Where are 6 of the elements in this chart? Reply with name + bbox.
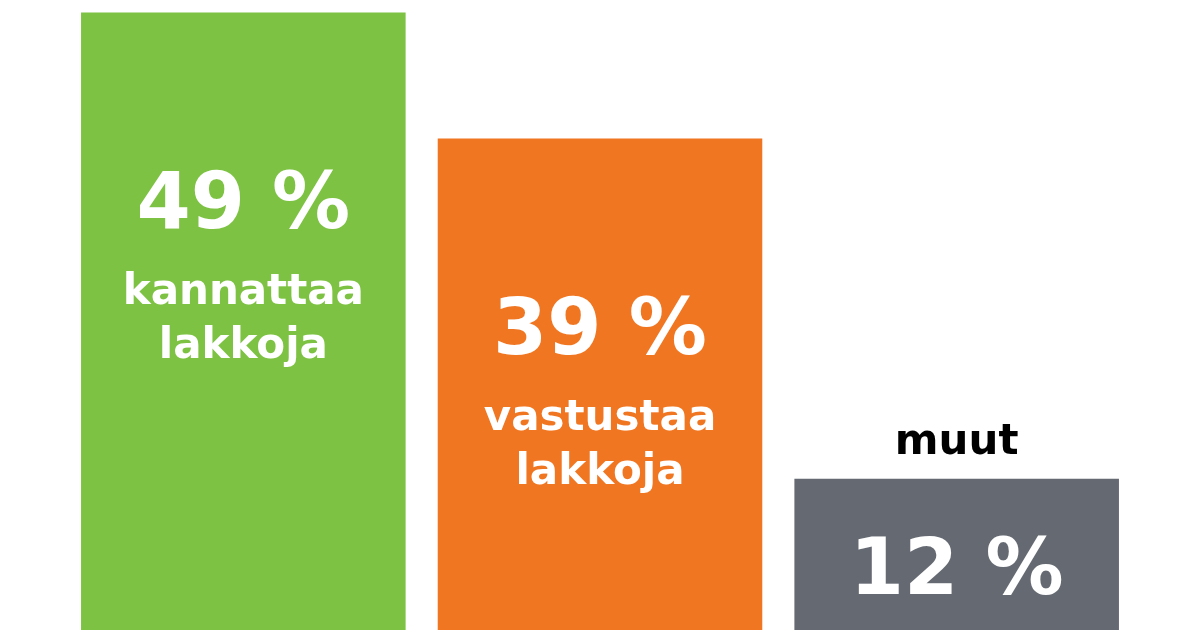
- x-tick-label: kannattaa lakkoja: [122, 264, 364, 368]
- data-label: 12 %: [849, 522, 1064, 613]
- x-tick-label: muut: [894, 414, 1019, 464]
- x-tick-label: vastustaa lakkoja: [483, 390, 717, 494]
- data-label: 39 %: [493, 281, 707, 372]
- data-label: 49 %: [136, 155, 351, 246]
